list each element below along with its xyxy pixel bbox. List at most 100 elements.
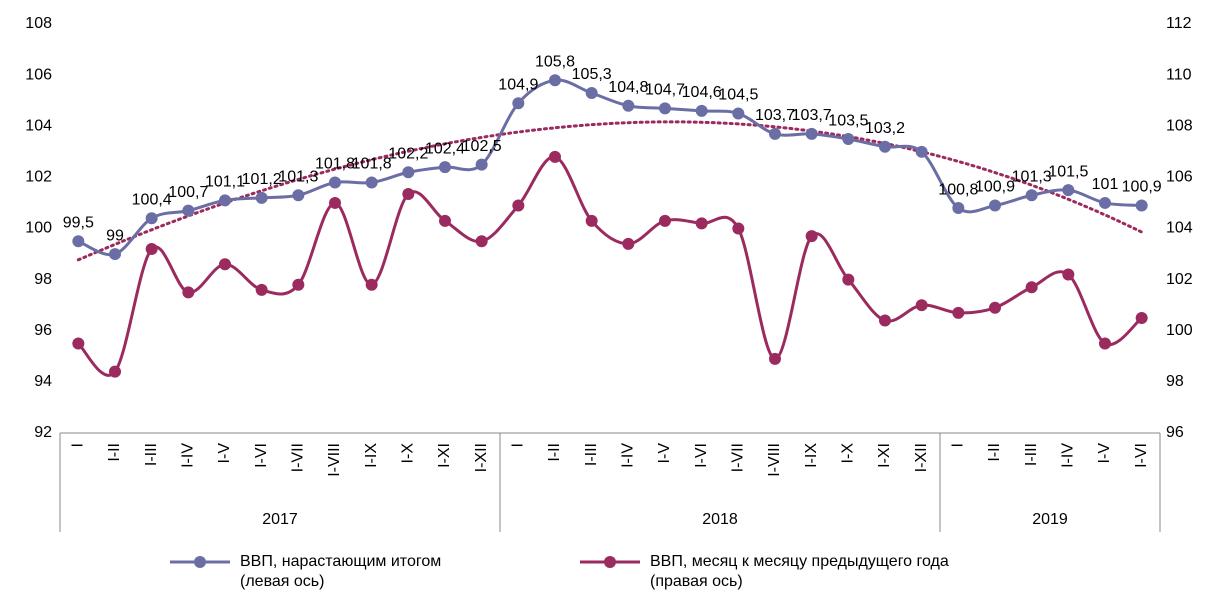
x-tick-label: I-V — [656, 443, 673, 464]
data-point — [695, 217, 708, 230]
data-label: 100,9 — [975, 179, 1015, 196]
x-tick-label: I-II — [546, 443, 563, 462]
data-point — [109, 365, 121, 378]
data-point — [365, 278, 378, 291]
data-point — [329, 176, 341, 189]
data-point — [1062, 268, 1075, 281]
data-label: 105,3 — [572, 66, 612, 83]
data-point — [585, 87, 598, 100]
legend-entry: ВВП, месяц к месяцу предыдущего года (пр… — [650, 553, 949, 590]
data-label: 100,7 — [168, 184, 208, 201]
data-point — [952, 202, 965, 215]
data-point — [439, 214, 451, 227]
data-point — [732, 222, 745, 235]
data-point — [145, 212, 158, 225]
x-tick-label: I-XI — [436, 443, 453, 468]
data-point — [475, 158, 488, 171]
x-tick-label: I-VII — [290, 443, 307, 472]
data-label: 102,4 — [425, 140, 465, 157]
data-label: 101,8 — [352, 156, 392, 173]
data-point — [292, 189, 305, 202]
y-tick-label: 100 — [25, 220, 52, 237]
y2-tick-label: 104 — [1166, 220, 1193, 237]
data-point — [219, 194, 231, 207]
data-label: 103,7 — [755, 107, 795, 124]
x-tick-label: I-III — [143, 443, 160, 466]
group-label: 2019 — [1032, 511, 1068, 528]
x-tick-label: I-II — [986, 443, 1003, 462]
data-point — [659, 214, 671, 227]
data-label: 104,5 — [718, 87, 758, 104]
data-label: 99 — [106, 227, 124, 244]
x-tick-label: I-X — [400, 443, 417, 464]
data-label: 104,7 — [645, 82, 685, 99]
y-tick-label: 106 — [25, 66, 52, 83]
x-tick-label: I-IX — [363, 443, 380, 468]
series-line — [77, 78, 1142, 257]
x-tick-label: I-VI — [253, 443, 270, 468]
data-label: 103,2 — [865, 120, 905, 137]
data-point — [989, 301, 1001, 314]
x-tick-label: I-X — [840, 443, 857, 464]
data-point — [622, 99, 635, 112]
data-point — [952, 306, 965, 319]
x-tick-label: I-VIII — [326, 443, 343, 477]
data-point — [915, 299, 928, 312]
data-point — [879, 140, 891, 153]
y2-tick-label: 112 — [1166, 15, 1192, 32]
data-point — [1062, 184, 1075, 197]
y-tick-label: 102 — [25, 169, 52, 186]
data-label: 101,5 — [1048, 163, 1088, 180]
data-label: 102,5 — [462, 138, 502, 155]
y2-tick-label: 98 — [1166, 373, 1184, 390]
data-point — [1099, 196, 1111, 209]
data-point — [145, 242, 158, 255]
data-point — [182, 286, 195, 299]
data-point — [805, 127, 818, 140]
data-label: 101,8 — [315, 156, 355, 173]
data-label: 101,1 — [205, 174, 245, 191]
data-label: 99,5 — [63, 215, 94, 232]
x-tick-label: I-VII — [730, 443, 747, 472]
data-point — [72, 337, 85, 350]
legend-entry: ВВП, нарастающим итогом (левая ось) — [240, 553, 442, 590]
group-label: 2018 — [702, 511, 738, 528]
x-tick-label: I-XII — [473, 443, 490, 472]
data-label: 104,8 — [608, 79, 648, 96]
data-point — [182, 204, 195, 217]
y2-tick-label: 100 — [1166, 322, 1193, 339]
data-label: 103,5 — [828, 112, 868, 129]
y2-tick-label: 108 — [1166, 117, 1193, 134]
y-tick-label: 104 — [25, 117, 52, 134]
data-label: 102,2 — [388, 145, 428, 162]
y-tick-label: 92 — [34, 424, 52, 441]
data-point — [659, 102, 671, 115]
data-point — [549, 74, 561, 87]
data-label: 100,9 — [1122, 179, 1162, 196]
data-label: 104,6 — [682, 84, 722, 101]
data-point — [769, 352, 781, 365]
data-label: 103,7 — [792, 107, 832, 124]
data-point — [365, 176, 378, 189]
data-point — [695, 104, 708, 117]
y-tick-label: 98 — [34, 271, 52, 288]
data-point — [622, 237, 635, 250]
data-point — [292, 278, 305, 291]
data-point — [842, 273, 855, 286]
data-point — [109, 248, 121, 261]
data-point — [1099, 337, 1111, 350]
x-tick-label: I-XII — [913, 443, 930, 472]
data-label: 100,4 — [132, 191, 172, 208]
y-tick-label: 108 — [25, 15, 52, 32]
y2-tick-label: 102 — [1166, 271, 1193, 288]
data-point — [72, 235, 85, 248]
data-label: 101,3 — [1012, 168, 1052, 185]
data-point — [402, 187, 415, 200]
x-tick-label: I-V — [216, 443, 233, 464]
data-label: 101,3 — [278, 168, 318, 185]
data-point — [1025, 189, 1038, 202]
data-point — [879, 314, 891, 327]
data-point — [1135, 311, 1148, 324]
